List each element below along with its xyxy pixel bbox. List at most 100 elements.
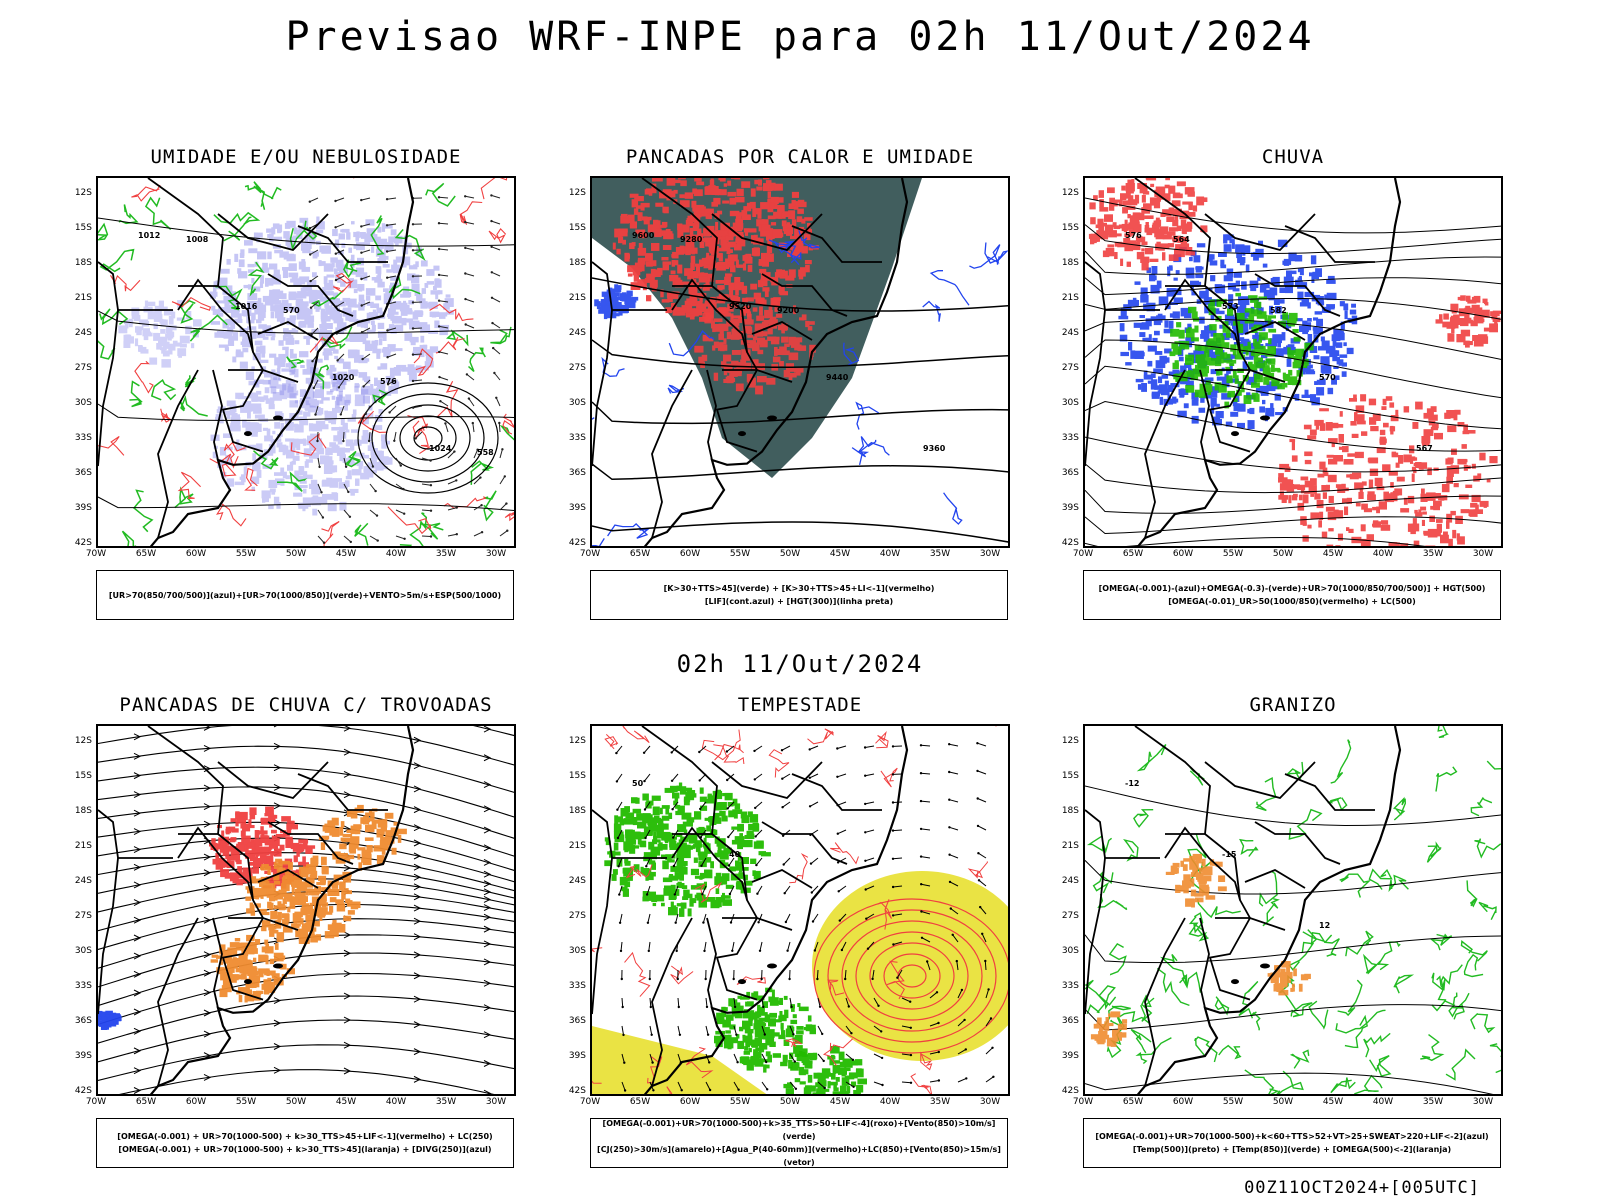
latitude-tick-label: 36S [74,468,92,478]
latitude-tick-label: 39S [74,503,92,513]
latitude-tick-label: 12S [74,188,92,198]
latitude-tick-label: 27S [568,911,586,921]
latitude-tick-label: 30S [74,398,92,408]
contour-label: 9280 [680,235,703,244]
longitude-tick-label: 70W [1072,549,1094,559]
latitude-tick-label: 36S [568,1016,586,1026]
longitude-tick-label: 30W [1472,1097,1494,1107]
longitude-tick-label: 35W [929,549,951,559]
latitude-tick-label: 18S [1061,806,1079,816]
longitude-tick-label: 70W [579,549,601,559]
latitude-tick-label: 30S [568,946,586,956]
latitude-tick-label: 21S [568,841,586,851]
longitude-tick-label: 65W [629,549,651,559]
forecast-map: -12 -15 12 [1083,724,1503,1096]
longitude-tick-label: 45W [1322,549,1344,559]
longitude-tick-label: 40W [385,1097,407,1107]
legend-line: [OMEGA(-0.001)+UR>70(1000-500)+k<60+TTS>… [1095,1132,1489,1141]
legend-line: [CJ(250)>30m/s](amarelo)+[Agua_P(40-60mm… [597,1145,1001,1167]
legend-line: [K>30+TTS>45](verde) + [K>30+TTS>45+LI<-… [663,584,935,593]
longitude-tick-label: 65W [135,1097,157,1107]
longitude-tick-label: 35W [1422,1097,1444,1107]
latitude-tick-label: 42S [74,1086,92,1096]
latitude-tick-label: 12S [568,736,586,746]
longitude-tick-label: 70W [579,1097,601,1107]
legend-line: [OMEGA(-0.001)+UR>70(1000-500)+k>35_TTS>… [602,1119,996,1141]
latitude-tick-label: 15S [74,223,92,233]
contour-label: -15 [1222,850,1237,859]
longitude-tick-label: 55W [1222,549,1244,559]
longitude-tick-label: 30W [979,549,1001,559]
longitude-tick-label: 40W [1372,1097,1394,1107]
longitude-tick-label: 65W [1122,1097,1144,1107]
latitude-tick-label: 18S [74,806,92,816]
latitude-tick-label: 24S [1061,876,1079,886]
latitude-tick-label: 42S [568,1086,586,1096]
map-canvas: 50 40 [592,726,1008,1094]
latitude-tick-label: 27S [568,363,586,373]
latitude-tick-label: 18S [568,258,586,268]
contour-label: 9440 [826,373,849,382]
longitude-tick-label: 50W [285,1097,307,1107]
map-canvas: 9600 9520 9440 9360 9280 9200 [592,178,1008,546]
contour-label: -12 [1125,779,1139,788]
latitude-tick-label: 39S [74,1051,92,1061]
contour-label: 558 [477,448,494,457]
contour-label: 12 [1319,921,1330,930]
latitude-tick-label: 24S [74,328,92,338]
longitude-tick-label: 35W [435,549,457,559]
longitude-tick-label: 35W [929,1097,951,1107]
longitude-tick-label: 60W [185,1097,207,1107]
latitude-tick-label: 33S [1061,981,1079,991]
longitude-tick-label: 60W [185,549,207,559]
longitude-tick-label: 50W [1272,1097,1294,1107]
latitude-tick-label: 42S [1061,538,1079,548]
panel-legend: [K>30+TTS>45](verde) + [K>30+TTS>45+LI<-… [590,570,1008,620]
longitude-tick-label: 40W [879,549,901,559]
latitude-tick-label: 12S [568,188,586,198]
longitude-tick-label: 35W [435,1097,457,1107]
longitude-tick-label: 55W [235,1097,257,1107]
contour-label: 576 [380,377,397,386]
contour-label: 9360 [923,444,946,453]
latitude-tick-label: 12S [74,736,92,746]
contour-label: 1008 [186,235,209,244]
panel-title: CHUVA [1261,146,1325,168]
contour-label: 576 [1125,231,1142,240]
legend-line: [LIF](cont.azul) + [HGT(300)](linha pret… [704,597,894,606]
panel-title: PANCADAS DE CHUVA C/ TROVOADAS [119,694,493,716]
longitude-tick-label: 60W [679,549,701,559]
latitude-tick-label: 30S [1061,398,1079,408]
longitude-tick-label: 65W [1122,549,1144,559]
longitude-tick-label: 55W [729,1097,751,1107]
longitude-tick-label: 60W [679,1097,701,1107]
contour-label: 1016 [235,302,258,311]
forecast-map: 1012 1016 1020 1024 1008 570 576 558 [96,176,516,548]
longitude-tick-label: 60W [1172,1097,1194,1107]
latitude-tick-label: 21S [74,293,92,303]
latitude-tick-label: 42S [568,538,586,548]
latitude-tick-label: 33S [74,433,92,443]
contour-label: 570 [283,306,300,315]
panel-title: GRANIZO [1249,694,1337,716]
latitude-tick-label: 21S [1061,293,1079,303]
latitude-tick-label: 27S [1061,911,1079,921]
contour-label: 9200 [777,306,800,315]
longitude-tick-label: 40W [385,549,407,559]
panel-title: TEMPESTADE [737,694,863,716]
main-title: Previsao WRF-INPE para 02h 11/Out/2024 [285,14,1315,60]
contour-label: 9520 [729,302,752,311]
longitude-tick-label: 50W [285,549,307,559]
longitude-tick-label: 40W [879,1097,901,1107]
longitude-tick-label: 70W [1072,1097,1094,1107]
latitude-tick-label: 36S [568,468,586,478]
contour-label: 9600 [632,231,655,240]
latitude-tick-label: 30S [1061,946,1079,956]
latitude-tick-label: 18S [1061,258,1079,268]
contour-label: 567 [1416,444,1433,453]
latitude-tick-label: 21S [1061,841,1079,851]
longitude-tick-label: 55W [729,549,751,559]
panel-legend: [OMEGA(-0.001)+UR>70(1000-500)+k<60+TTS>… [1083,1118,1501,1168]
latitude-tick-label: 15S [1061,223,1079,233]
legend-line: [OMEGA(-0.001) + UR>70(1000-500) + k>30_… [117,1132,493,1141]
